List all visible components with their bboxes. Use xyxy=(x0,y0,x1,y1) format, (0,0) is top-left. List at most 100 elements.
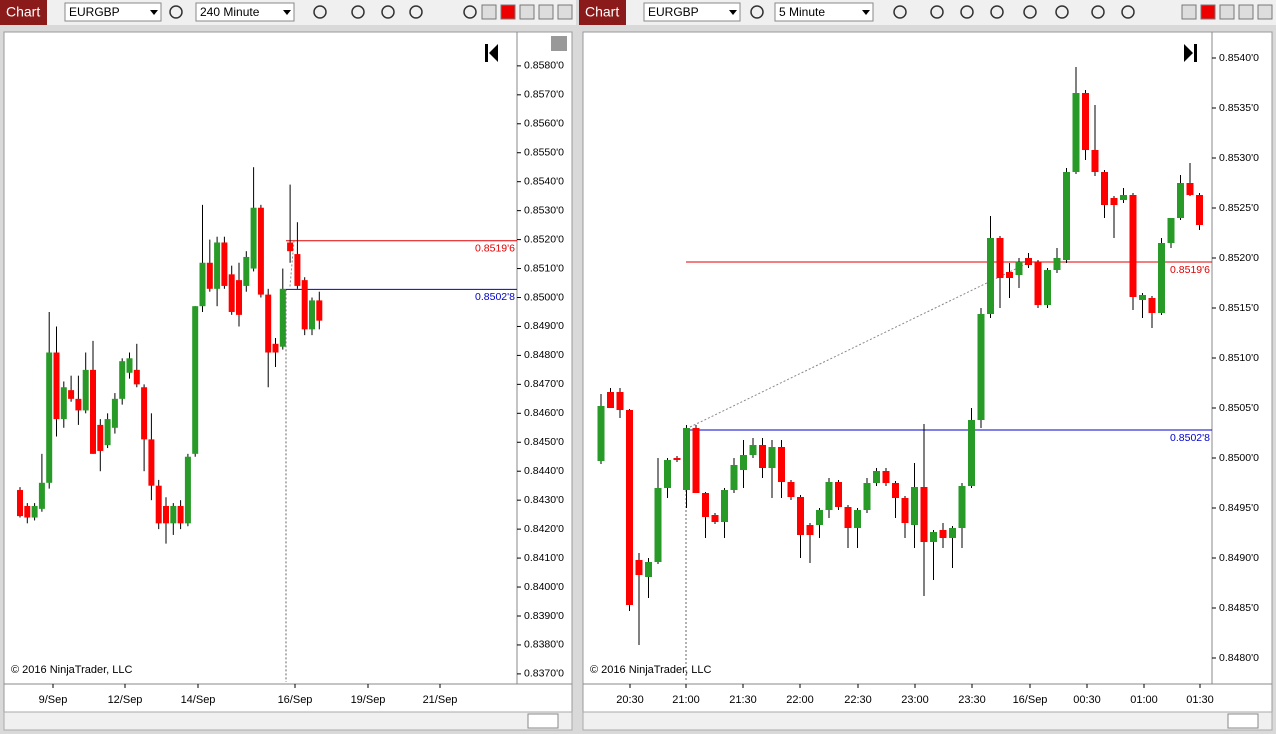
window-button[interactable] xyxy=(538,4,554,20)
toolbar-icon[interactable] xyxy=(930,5,944,19)
window-button[interactable] xyxy=(1181,4,1197,20)
instrument-label[interactable]: EURGBP xyxy=(648,5,699,19)
candle-body xyxy=(155,485,162,524)
toolbar-icon[interactable] xyxy=(1055,5,1069,19)
nav-icon[interactable] xyxy=(1184,44,1197,62)
toolbar-icon[interactable] xyxy=(960,5,974,19)
chart-tab-label[interactable]: Chart xyxy=(585,4,619,20)
window-button[interactable] xyxy=(557,4,573,20)
toolbar-icon[interactable] xyxy=(1121,5,1135,19)
instrument-select[interactable] xyxy=(643,2,741,22)
nav-icon[interactable] xyxy=(485,44,498,62)
window-button[interactable] xyxy=(1200,4,1216,20)
toolbar-icon[interactable] xyxy=(990,5,1004,19)
candle-body xyxy=(711,515,719,522)
y-tick-label: 0.8390'0 xyxy=(524,610,564,622)
toolbar-icon[interactable] xyxy=(750,5,764,19)
window-button[interactable] xyxy=(1219,4,1235,20)
interval-select[interactable] xyxy=(774,2,874,22)
candle-body xyxy=(901,498,909,523)
x-tick-label: 22:30 xyxy=(844,694,872,706)
scrollbar[interactable] xyxy=(582,711,1273,731)
candle-body xyxy=(17,490,23,517)
y-tick-label: 0.8520'0 xyxy=(524,233,564,245)
candle-body xyxy=(863,483,871,510)
candle-body xyxy=(90,369,96,454)
price-line-label: 0.8502'8 xyxy=(1170,432,1210,444)
toolbar-icon[interactable] xyxy=(1091,5,1105,19)
candle-body xyxy=(664,460,671,488)
x-tick-label: 21:00 xyxy=(672,694,700,706)
x-tick-label: 14/Sep xyxy=(181,694,216,706)
candle-body xyxy=(1044,270,1051,305)
candle-body xyxy=(1158,243,1165,313)
window-button[interactable] xyxy=(519,4,535,20)
window-button[interactable] xyxy=(1257,4,1273,20)
y-tick-label: 0.8540'0 xyxy=(1219,52,1259,64)
candle-body xyxy=(1082,93,1089,150)
chart-tab[interactable] xyxy=(579,0,626,25)
toolbar-icon[interactable] xyxy=(1023,5,1037,19)
candle-body xyxy=(1034,262,1042,305)
scroll-thumb[interactable] xyxy=(527,713,559,729)
y-tick-label: 0.8510'0 xyxy=(524,262,564,274)
candle-body xyxy=(683,428,690,490)
f-button[interactable] xyxy=(551,36,567,51)
candle-body xyxy=(75,398,82,411)
candle-body xyxy=(192,306,199,454)
draw-diagonal xyxy=(689,261,1031,428)
y-tick-label: 0.8515'0 xyxy=(1219,302,1259,314)
candle-body xyxy=(214,242,221,289)
candle-body xyxy=(301,280,308,330)
toolbar-icon[interactable] xyxy=(463,5,477,19)
y-tick-label: 0.8495'0 xyxy=(1219,502,1259,514)
candle-body xyxy=(60,387,67,420)
interval-select[interactable] xyxy=(195,2,295,22)
toolbar-icon[interactable] xyxy=(381,5,395,19)
toolbar-icon[interactable] xyxy=(409,5,423,19)
toolbar-icon[interactable] xyxy=(169,5,183,19)
candle-body xyxy=(873,471,880,483)
toolbar-icon[interactable] xyxy=(893,5,907,19)
candle-body xyxy=(920,487,928,542)
scroll-thumb[interactable] xyxy=(1227,713,1259,729)
candle-body xyxy=(126,358,133,373)
toolbar-icon[interactable] xyxy=(351,5,365,19)
chart-tab-label[interactable]: Chart xyxy=(6,4,40,20)
y-tick-label: 0.8460'0 xyxy=(524,407,564,419)
candle-body xyxy=(825,482,833,510)
candle-body xyxy=(1072,93,1080,172)
x-tick-label: 19/Sep xyxy=(351,694,386,706)
interval-label[interactable]: 5 Minute xyxy=(779,5,825,19)
candle-body xyxy=(133,369,140,385)
candle-body xyxy=(787,482,795,497)
y-tick-label: 0.8440'0 xyxy=(524,465,564,477)
toolbar-icon[interactable] xyxy=(313,5,327,19)
candle-body xyxy=(177,505,184,524)
candle-body xyxy=(939,530,947,538)
y-tick-label: 0.8430'0 xyxy=(524,494,564,506)
instrument-select[interactable] xyxy=(64,2,162,22)
candle-body xyxy=(749,445,757,455)
candle-body xyxy=(243,256,250,286)
y-tick-label: 0.8550'0 xyxy=(524,147,564,159)
window-button[interactable] xyxy=(481,4,497,20)
y-tick-label: 0.8410'0 xyxy=(524,552,564,564)
candle-body xyxy=(148,439,155,486)
chart-tab[interactable] xyxy=(0,0,47,25)
scrollbar[interactable] xyxy=(3,711,573,731)
dropdown-arrow xyxy=(150,10,158,15)
candle-body xyxy=(597,406,605,461)
y-tick-label: 0.8420'0 xyxy=(524,523,564,535)
window-button[interactable] xyxy=(500,4,516,20)
x-tick-label: 01:30 xyxy=(1186,694,1214,706)
y-tick-label: 0.8530'0 xyxy=(524,204,564,216)
y-tick-label: 0.8580'0 xyxy=(524,60,564,72)
interval-label[interactable]: 240 Minute xyxy=(200,5,260,19)
window-button[interactable] xyxy=(1238,4,1254,20)
instrument-label[interactable]: EURGBP xyxy=(69,5,120,19)
candle-body xyxy=(958,486,966,528)
candle-body xyxy=(104,419,111,446)
y-tick-label: 0.8535'0 xyxy=(1219,102,1259,114)
